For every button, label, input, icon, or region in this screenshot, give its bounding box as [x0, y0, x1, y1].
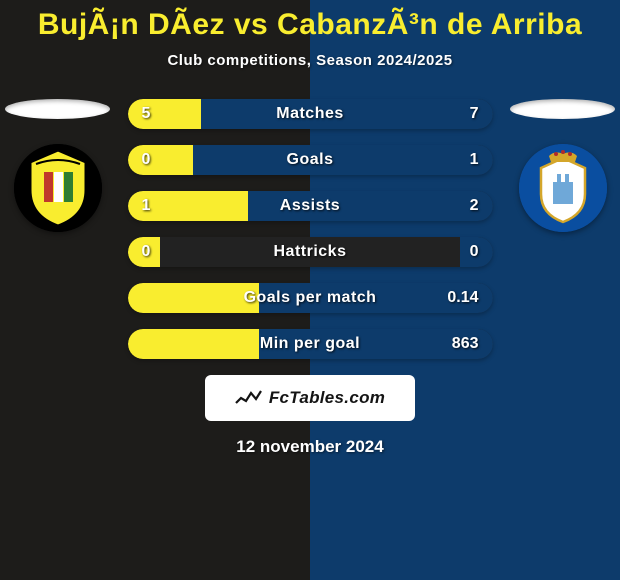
stat-label: Hattricks [128, 243, 493, 261]
stat-row: 00Hattricks [128, 237, 493, 267]
crest-right [519, 144, 607, 232]
ellipse-right [510, 99, 615, 119]
team-left-column [0, 99, 115, 232]
stat-label: Goals [128, 151, 493, 169]
stat-label: Matches [128, 105, 493, 123]
crest-left [14, 144, 102, 232]
stat-row: 0.14Goals per match [128, 283, 493, 313]
main-area: 57Matches 01Goals 12Assists 00Hattricks 0.14… [0, 99, 620, 457]
stat-label: Assists [128, 197, 493, 215]
team-right-column [505, 99, 620, 232]
stats-list: 57Matches 01Goals 12Assists 00Hattricks 0.14… [128, 99, 493, 359]
footer-label: FcTables.com [269, 388, 385, 408]
footer-badge: FcTables.com [205, 375, 415, 421]
stat-row: 12Assists [128, 191, 493, 221]
subtitle: Club competitions, Season 2024/2025 [0, 52, 620, 69]
stat-row: 01Goals [128, 145, 493, 175]
content-wrapper: BujÃ¡n DÃez vs CabanzÃ³n de Arriba Club … [0, 0, 620, 580]
stat-row: 57Matches [128, 99, 493, 129]
stat-row: 863Min per goal [128, 329, 493, 359]
page-title: BujÃ¡n DÃez vs CabanzÃ³n de Arriba [0, 0, 620, 42]
stat-label: Min per goal [128, 335, 493, 353]
date-label: 12 november 2024 [10, 437, 610, 457]
footer-logo-icon [235, 388, 265, 408]
ellipse-left [5, 99, 110, 119]
stat-label: Goals per match [128, 289, 493, 307]
